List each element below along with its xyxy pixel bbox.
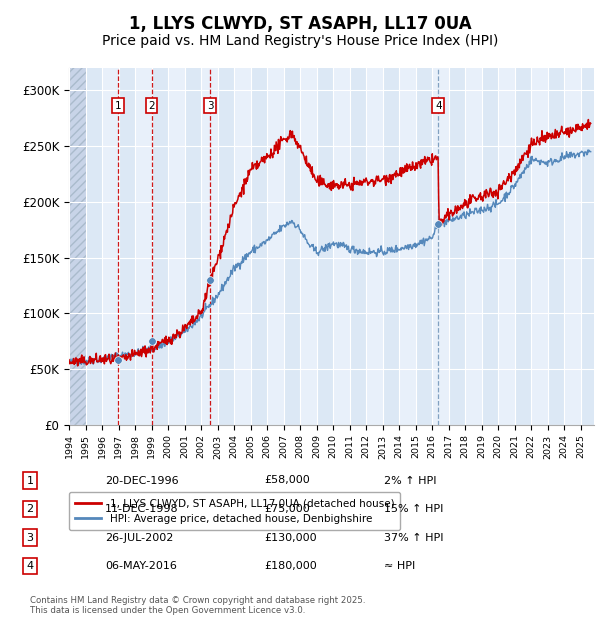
Bar xyxy=(168,68,185,425)
Bar xyxy=(383,68,399,425)
Bar xyxy=(366,68,383,425)
Bar xyxy=(548,68,564,425)
Bar xyxy=(449,68,465,425)
Text: 3: 3 xyxy=(26,533,34,542)
Legend: 1, LLYS CLWYD, ST ASAPH, LL17 0UA (detached house), HPI: Average price, detached: 1, LLYS CLWYD, ST ASAPH, LL17 0UA (detac… xyxy=(69,492,400,530)
Bar xyxy=(399,68,416,425)
Text: Price paid vs. HM Land Registry's House Price Index (HPI): Price paid vs. HM Land Registry's House … xyxy=(102,34,498,48)
Text: 2: 2 xyxy=(148,100,155,110)
Bar xyxy=(333,68,350,425)
Bar xyxy=(69,68,86,425)
Text: 4: 4 xyxy=(435,100,442,110)
Bar xyxy=(102,68,119,425)
Bar xyxy=(201,68,218,425)
Text: £58,000: £58,000 xyxy=(264,476,310,485)
Bar xyxy=(300,68,317,425)
Bar xyxy=(581,68,598,425)
Text: 3: 3 xyxy=(207,100,214,110)
Bar xyxy=(267,68,284,425)
Bar xyxy=(218,68,234,425)
Bar xyxy=(564,68,581,425)
Bar xyxy=(119,68,135,425)
Bar xyxy=(86,68,102,425)
Bar xyxy=(416,68,432,425)
Bar xyxy=(432,68,449,425)
Text: 2: 2 xyxy=(26,504,34,514)
Text: 1, LLYS CLWYD, ST ASAPH, LL17 0UA: 1, LLYS CLWYD, ST ASAPH, LL17 0UA xyxy=(128,16,472,33)
Bar xyxy=(234,68,251,425)
Text: 20-DEC-1996: 20-DEC-1996 xyxy=(105,476,179,485)
Bar xyxy=(185,68,201,425)
Text: 06-MAY-2016: 06-MAY-2016 xyxy=(105,561,177,571)
Bar xyxy=(531,68,548,425)
Bar xyxy=(515,68,531,425)
Text: 15% ↑ HPI: 15% ↑ HPI xyxy=(384,504,443,514)
Text: 1: 1 xyxy=(115,100,121,110)
Text: 2% ↑ HPI: 2% ↑ HPI xyxy=(384,476,437,485)
Bar xyxy=(152,68,168,425)
Bar xyxy=(317,68,333,425)
Text: £180,000: £180,000 xyxy=(264,561,317,571)
Bar xyxy=(465,68,482,425)
Text: 1: 1 xyxy=(26,476,34,485)
Text: 37% ↑ HPI: 37% ↑ HPI xyxy=(384,533,443,542)
Bar xyxy=(482,68,498,425)
Text: ≈ HPI: ≈ HPI xyxy=(384,561,415,571)
Text: £75,000: £75,000 xyxy=(264,504,310,514)
Bar xyxy=(498,68,515,425)
Bar xyxy=(251,68,267,425)
Text: 26-JUL-2002: 26-JUL-2002 xyxy=(105,533,173,542)
Bar xyxy=(69,68,86,425)
Bar xyxy=(284,68,300,425)
Bar xyxy=(135,68,152,425)
Text: 11-DEC-1998: 11-DEC-1998 xyxy=(105,504,179,514)
Bar xyxy=(350,68,366,425)
Text: 4: 4 xyxy=(26,561,34,571)
Text: £130,000: £130,000 xyxy=(264,533,317,542)
Text: Contains HM Land Registry data © Crown copyright and database right 2025.
This d: Contains HM Land Registry data © Crown c… xyxy=(30,596,365,615)
